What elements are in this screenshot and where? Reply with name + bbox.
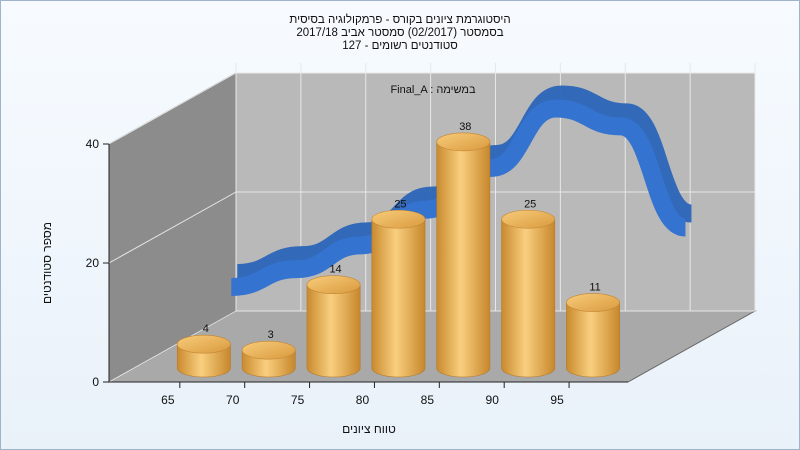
bar xyxy=(436,141,491,378)
y-tick-label: 20 xyxy=(86,256,100,270)
chart-title-line-3: סטודנטים רשומים - 127 xyxy=(342,40,458,52)
data-label: 11 xyxy=(589,282,600,294)
bar xyxy=(371,218,426,378)
bar-top xyxy=(566,293,620,312)
annotation-label: Final_A : במשימה xyxy=(390,84,476,96)
x-tick-label: 85 xyxy=(421,393,435,407)
bar xyxy=(566,302,620,378)
x-tick-label: 65 xyxy=(161,393,175,407)
grid-line-side xyxy=(108,72,237,145)
bar-top xyxy=(306,275,361,295)
bar-top xyxy=(436,132,491,152)
x-tick-label: 75 xyxy=(291,393,305,407)
x-tick-label: 70 xyxy=(226,393,240,407)
bar xyxy=(306,284,361,378)
bar xyxy=(176,343,231,378)
bar-top xyxy=(371,209,426,229)
bar xyxy=(501,218,556,378)
data-label: 14 xyxy=(329,264,341,276)
bar-top xyxy=(176,334,231,354)
x-tick-label: 95 xyxy=(550,393,564,407)
grid-line-side xyxy=(108,191,237,264)
data-label: 4 xyxy=(203,323,209,335)
chart-title-line-1: היסטוגרמת ציונים בקורס - פרמקולוגיה בסיס… xyxy=(289,14,511,26)
y-axis-title: מספר סטודנטים xyxy=(40,222,54,304)
grid-lines xyxy=(108,63,756,383)
data-label: 25 xyxy=(524,198,536,210)
data-label: 3 xyxy=(268,329,274,341)
bar-top xyxy=(241,340,296,360)
x-axis-title: טווח ציונים xyxy=(342,422,396,436)
chart-title-line-2: בסמסטר (02/2017) סמסטר אביב 2017/18 xyxy=(296,27,504,39)
data-label: 25 xyxy=(394,198,406,210)
bar-top xyxy=(501,209,556,229)
grid-line-side xyxy=(108,310,237,383)
x-tick-label: 90 xyxy=(486,393,500,407)
bars-layer xyxy=(176,132,620,378)
labels-layer: 0 20 40 4 3 14 25 38 25 11 65 70 75 80 85 90 95 xyxy=(86,121,601,407)
x-tick-label: 80 xyxy=(356,393,370,407)
y-tick-label: 0 xyxy=(92,375,99,389)
y-tick-label: 40 xyxy=(86,137,100,151)
data-label: 38 xyxy=(459,121,471,133)
